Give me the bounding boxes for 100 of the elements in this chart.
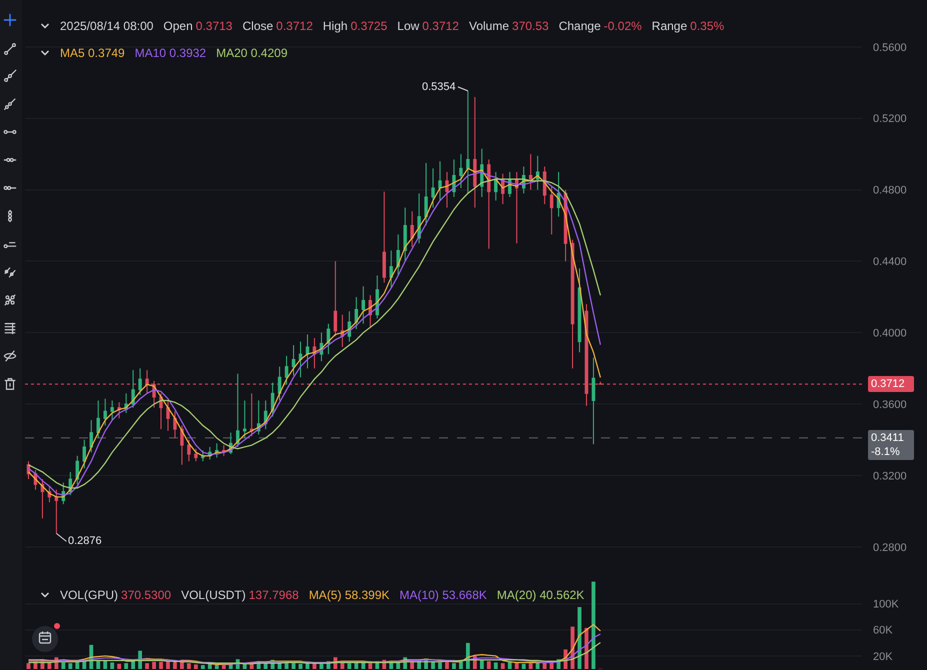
bar [486, 661, 491, 669]
bar [159, 662, 163, 669]
y-tick-label: 0.4800 [873, 184, 907, 197]
y-tick-label: 100K [873, 598, 900, 611]
candlestick [592, 357, 596, 445]
bar [480, 660, 484, 669]
candlestick [117, 402, 121, 419]
candlestick [103, 398, 107, 426]
candlestick [515, 171, 518, 244]
annotation: Change -0.02% [558, 18, 642, 34]
annotation: Open 0.3713 [163, 18, 232, 34]
text: MA(10) 53.668K [400, 587, 487, 603]
bar [320, 664, 324, 669]
candlestick [570, 239, 574, 369]
bar [68, 663, 72, 669]
candlestick [459, 154, 463, 189]
annotation: Range 0.35% [652, 18, 724, 34]
candlestick [403, 207, 407, 262]
candlestick [334, 260, 338, 337]
candlestick [215, 442, 219, 458]
bar [312, 663, 316, 669]
candlestick [187, 439, 191, 462]
bar [528, 663, 533, 669]
candlestick [180, 425, 184, 466]
candlestick [306, 334, 310, 369]
bar [500, 663, 505, 669]
candlestick [431, 168, 435, 208]
candlestick [298, 341, 302, 378]
bar [194, 664, 198, 669]
annotation: High 0.3725 [322, 18, 388, 34]
y-tick-label: 20K [873, 650, 894, 663]
y-tick-label: 60K [873, 624, 894, 637]
candlestick [424, 162, 428, 226]
bar [200, 665, 205, 669]
bar [173, 662, 177, 669]
bar [368, 663, 372, 669]
candlestick [278, 366, 282, 402]
annotation: Low 0.3712 [397, 18, 459, 34]
bar [592, 582, 596, 669]
candlestick [550, 186, 554, 235]
annotation: Close 0.3712 [242, 18, 313, 34]
candlestick [438, 160, 442, 202]
candlestick [292, 344, 296, 376]
candlestick [326, 323, 330, 355]
candlestick [194, 448, 198, 462]
bar [445, 662, 449, 669]
ref-line-label: 0.3411 -8.1% [868, 430, 914, 460]
bar [124, 663, 128, 669]
bar [222, 665, 226, 669]
candlestick [131, 370, 135, 408]
candlestick [354, 296, 358, 330]
bar [26, 663, 30, 669]
line-series [28, 633, 602, 664]
candlestick [236, 373, 240, 448]
annotation: 2025/08/14 08:00 [60, 18, 154, 34]
text: MA10 0.3932 [134, 45, 206, 61]
bar [452, 663, 456, 669]
candlestick [54, 489, 58, 534]
bar [208, 664, 212, 669]
text: MA5 0.3749 [60, 45, 125, 61]
annotation: VOL(GPU) 370.5300 [60, 587, 172, 603]
bar [292, 663, 296, 669]
candlestick [542, 166, 546, 205]
annotation: 0.2876 [68, 535, 102, 547]
candlestick [556, 171, 560, 218]
candlestick [445, 171, 449, 208]
y-tick-label: 0.5600 [873, 42, 907, 54]
candlestick [536, 155, 540, 190]
candlestick [242, 400, 246, 439]
bar [494, 662, 498, 669]
bar [466, 642, 470, 669]
candlestick [528, 154, 532, 190]
y-tick-label: 0.3600 [873, 398, 907, 411]
candlestick [110, 400, 114, 421]
line-series [28, 642, 602, 664]
candlestick [312, 338, 316, 369]
candlestick [90, 420, 93, 453]
bar [542, 662, 547, 669]
candlestick [396, 234, 400, 276]
candlestick [138, 368, 142, 396]
text: MA(20) 40.562K [496, 587, 584, 603]
candlestick [250, 392, 254, 437]
candlestick [284, 355, 288, 385]
annotation: Volume 370.53 [468, 18, 549, 34]
annotation: VOL(USDT) 137.7968 [181, 587, 299, 603]
bar [145, 663, 149, 669]
candlestick [40, 478, 44, 519]
candlestick [410, 210, 414, 248]
bar [117, 664, 122, 669]
candlestick [494, 171, 498, 202]
candlestick [382, 191, 386, 284]
ref-line-label: 0.3712 [868, 376, 914, 392]
bar [578, 607, 582, 669]
bar [347, 663, 352, 669]
candlestick [96, 400, 100, 439]
y-tick-label: 0.4000 [873, 328, 907, 340]
candlestick [362, 286, 366, 324]
y-tick-label: 0.4400 [873, 256, 907, 268]
candlestick [82, 439, 86, 469]
candlestick [466, 90, 470, 194]
